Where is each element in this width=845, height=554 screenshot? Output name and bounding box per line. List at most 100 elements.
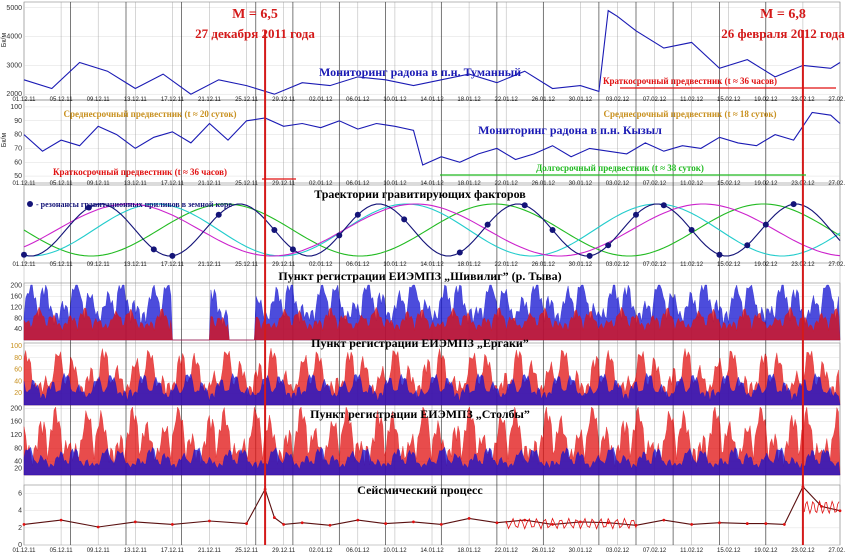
y-tick-label: 120 xyxy=(10,432,22,439)
seismic-point xyxy=(170,523,174,526)
seismic-point xyxy=(551,523,554,526)
x-tick-label: 07.02.12 xyxy=(643,181,667,187)
x-tick-label: 06.01.12 xyxy=(346,548,370,554)
y-tick-label: 5000 xyxy=(6,5,22,12)
x-tick-label: 25.12.11 xyxy=(235,181,259,187)
x-tick-label: 13.12.11 xyxy=(124,262,148,268)
resonance-point xyxy=(336,232,343,239)
x-tick-label: 25.12.11 xyxy=(235,548,259,554)
event-magnitude: M = 6,8 xyxy=(760,7,806,22)
x-tick-label: 03.02.12 xyxy=(606,262,630,268)
seismic-point xyxy=(384,522,388,525)
emission-area xyxy=(23,306,841,341)
x-tick-label: 02.01.12 xyxy=(309,262,333,268)
seismic-point xyxy=(412,520,415,524)
axis-unit-label: Бк/м xyxy=(1,133,8,148)
y-tick-label: 80 xyxy=(14,355,22,362)
x-tick-label: 21.12.11 xyxy=(198,97,222,103)
x-tick-label: 30.01.12 xyxy=(569,548,593,554)
seismic-point xyxy=(439,523,443,526)
x-tick-label: 10.01.12 xyxy=(383,181,407,187)
annotation-mid-term-1: Среднесрочный предвестник (t ≈ 20 суток) xyxy=(63,109,236,119)
y-tick-label: 0 xyxy=(18,542,22,549)
x-tick-label: 03.02.12 xyxy=(606,181,630,187)
resonance-point xyxy=(484,221,491,228)
x-tick-label: 22.01.12 xyxy=(495,181,519,187)
x-tick-label: 02.01.12 xyxy=(309,181,333,187)
seismic-point xyxy=(22,523,26,526)
x-tick-label: 15.02.12 xyxy=(717,262,741,268)
x-tick-label: 17.12.11 xyxy=(161,97,185,103)
emission-area xyxy=(23,372,841,406)
trajectory-line xyxy=(23,203,841,257)
resonance-point xyxy=(150,246,157,253)
x-tick-label: 11.02.12 xyxy=(680,181,704,187)
y-tick-label: 40 xyxy=(14,326,22,333)
seismic-dense-line xyxy=(505,517,637,530)
x-tick-label: 09.12.11 xyxy=(87,548,111,554)
x-tick-label: 29.12.11 xyxy=(272,181,296,187)
seismic-point xyxy=(662,518,666,522)
x-tick-label: 07.02.12 xyxy=(643,548,667,554)
x-tick-label: 25.12.11 xyxy=(235,262,259,268)
x-tick-label: 14.01.12 xyxy=(420,97,444,103)
x-tick-label: 26.01.12 xyxy=(532,181,556,187)
seismic-line xyxy=(23,485,841,528)
x-tick-label: 18.01.12 xyxy=(457,97,481,103)
trajectory-line xyxy=(23,203,841,257)
x-tick-label: 26.01.12 xyxy=(532,548,556,554)
x-tick-label: 14.01.12 xyxy=(420,548,444,554)
resonance-point xyxy=(354,211,361,218)
trajectory-line xyxy=(23,203,841,257)
x-tick-label: 13.12.11 xyxy=(124,548,148,554)
x-tick-label: 01.12.11 xyxy=(13,181,37,187)
event-date: 27 декабря 2011 года xyxy=(195,26,315,41)
event-date: 26 февраля 2012 года xyxy=(721,26,845,41)
y-tick-label: 80 xyxy=(14,445,22,452)
seismic-point xyxy=(328,523,332,527)
resonance-point xyxy=(289,246,296,253)
x-tick-label: 09.12.11 xyxy=(87,97,111,103)
resonance-point xyxy=(605,242,612,249)
x-tick-label: 01.12.11 xyxy=(13,97,37,103)
x-tick-label: 29.12.11 xyxy=(272,97,296,103)
event-magnitude: M = 6,5 xyxy=(232,7,278,22)
x-tick-label: 13.12.11 xyxy=(124,97,148,103)
seismic-point xyxy=(282,523,286,526)
x-tick-label: 26.01.12 xyxy=(532,97,556,103)
y-tick-label: 200 xyxy=(10,405,22,412)
panel-title-tumanny: Мониторинг радона в п.н. Туманный xyxy=(319,65,521,79)
x-tick-label: 11.02.12 xyxy=(680,548,704,554)
x-tick-label: 13.12.11 xyxy=(124,181,148,187)
x-tick-label: 23.02.12 xyxy=(791,548,815,554)
x-tick-label: 15.02.12 xyxy=(717,548,741,554)
legend-text: - резонансы гравитационных приливов в зе… xyxy=(36,200,232,209)
x-tick-label: 15.02.12 xyxy=(717,181,741,187)
x-tick-label: 14.01.12 xyxy=(420,181,444,187)
x-tick-label: 09.12.11 xyxy=(87,262,111,268)
seismic-point xyxy=(718,521,721,525)
trajectory-line xyxy=(23,203,841,257)
panel-title-kyzyl: Мониторинг радона в п.н. Кызыл xyxy=(478,123,662,137)
x-tick-label: 27.02.12 xyxy=(828,97,845,103)
x-tick-label: 05.12.11 xyxy=(50,181,74,187)
resonance-point xyxy=(633,211,639,218)
x-tick-label: 02.01.12 xyxy=(309,548,333,554)
seismic-point xyxy=(245,522,248,525)
seismic-point xyxy=(133,520,137,524)
y-tick-label: 200 xyxy=(10,283,22,290)
legend-marker xyxy=(27,201,33,207)
y-tick-label: 40 xyxy=(14,459,22,466)
x-tick-label: 27.02.12 xyxy=(828,548,845,554)
x-tick-label: 29.12.11 xyxy=(272,548,296,554)
seismic-point xyxy=(764,522,768,525)
seismic-point xyxy=(690,523,694,526)
y-tick-label: 60 xyxy=(14,159,22,166)
x-tick-label: 15.02.12 xyxy=(717,97,741,103)
y-tick-label: 100 xyxy=(10,104,22,111)
x-tick-label: 14.01.12 xyxy=(420,262,444,268)
y-tick-label: 20 xyxy=(14,465,22,472)
x-tick-label: 06.01.12 xyxy=(346,262,370,268)
